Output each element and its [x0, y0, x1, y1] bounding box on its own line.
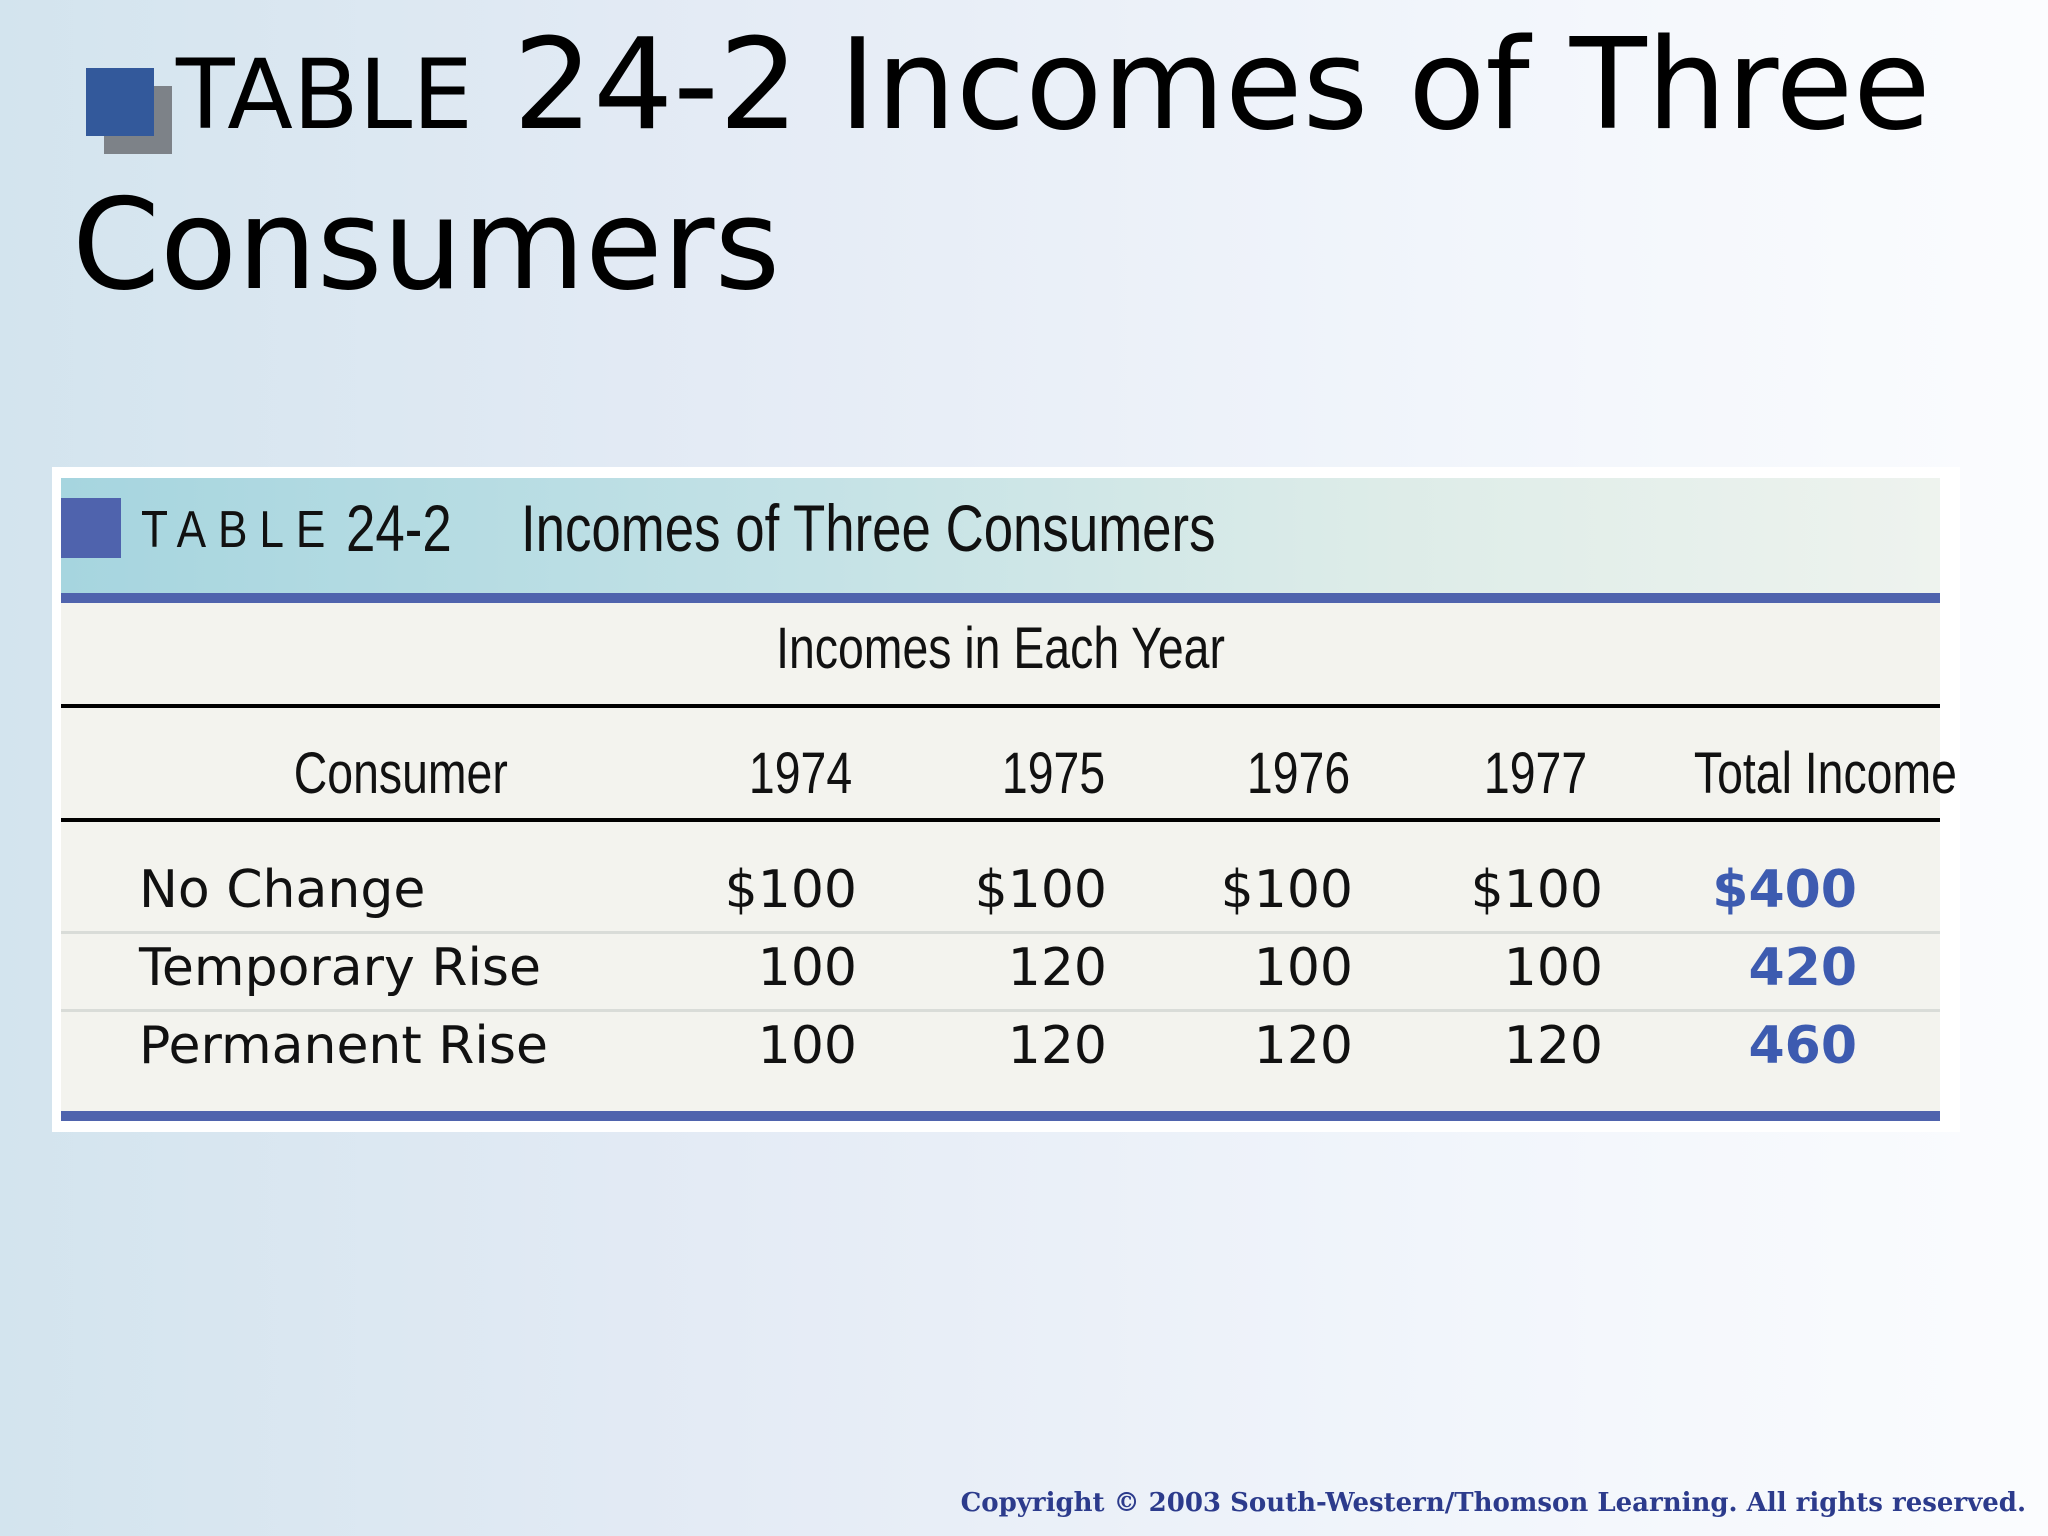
row-consumer: No Change: [139, 860, 426, 920]
row-consumer: Permanent Rise: [139, 1016, 548, 1076]
table-row: Temporary Rise 100 120 100 100 420: [61, 929, 1940, 1007]
column-header-1977: 1977: [1484, 741, 1588, 806]
row-value-1974: $100: [724, 860, 857, 920]
row-value-1977: 100: [1503, 938, 1603, 998]
table-label: TABLE: [141, 501, 338, 559]
row-value-1975: $100: [974, 860, 1107, 920]
row-value-1975: 120: [1007, 1016, 1107, 1076]
row-divider: [61, 931, 1940, 934]
caption-marker-icon: [61, 498, 121, 558]
table-row: No Change $100 $100 $100 $100 $400: [61, 851, 1940, 929]
row-value-1976: $100: [1220, 860, 1353, 920]
group-header-text: Incomes in Each Year: [776, 616, 1225, 681]
slide-title-main: 24-2 Incomes of Three Consumers: [72, 11, 1931, 318]
bottom-rule: [61, 1111, 1940, 1121]
slide-title-prefix: TABLE: [176, 39, 473, 151]
table-figure: TABLE 24-2 Incomes of Three Consumers In…: [52, 467, 1960, 1132]
row-value-1977: $100: [1470, 860, 1603, 920]
column-header-consumer: Consumer: [293, 741, 509, 806]
row-value-1974: 100: [757, 938, 857, 998]
row-total: 420: [1748, 938, 1857, 998]
row-consumer: Temporary Rise: [139, 938, 541, 998]
header-rule-top: [61, 704, 1940, 708]
row-value-1975: 120: [1007, 938, 1107, 998]
row-total: $400: [1712, 860, 1857, 920]
column-header-total: Total Income: [1693, 741, 1957, 806]
row-value-1974: 100: [757, 1016, 857, 1076]
header-rule-bottom: [61, 818, 1940, 822]
top-rule: [61, 593, 1940, 603]
row-divider: [61, 1009, 1940, 1012]
title-bullet-icon: [86, 68, 172, 154]
table-row: Permanent Rise 100 120 120 120 460: [61, 1007, 1940, 1085]
column-header-1976: 1976: [1247, 741, 1351, 806]
copyright-notice: Copyright © 2003 South-Western/Thomson L…: [960, 1488, 2026, 1518]
table-caption: Incomes of Three Consumers: [521, 491, 1216, 565]
group-header: Incomes in Each Year: [61, 614, 1940, 684]
column-header-1974: 1974: [749, 741, 853, 806]
row-value-1976: 120: [1253, 1016, 1353, 1076]
row-value-1977: 120: [1503, 1016, 1603, 1076]
table-number: 24-2: [346, 491, 452, 565]
bullet-square: [86, 68, 154, 136]
table-body: TABLE 24-2 Incomes of Three Consumers In…: [61, 478, 1940, 1121]
row-total: 460: [1748, 1016, 1857, 1076]
slide-title: TABLE 24-2 Incomes of Three Consumers: [72, 10, 1972, 320]
row-value-1976: 100: [1253, 938, 1353, 998]
table-caption-band: TABLE 24-2 Incomes of Three Consumers: [61, 478, 1940, 594]
column-header-1975: 1975: [1002, 741, 1106, 806]
